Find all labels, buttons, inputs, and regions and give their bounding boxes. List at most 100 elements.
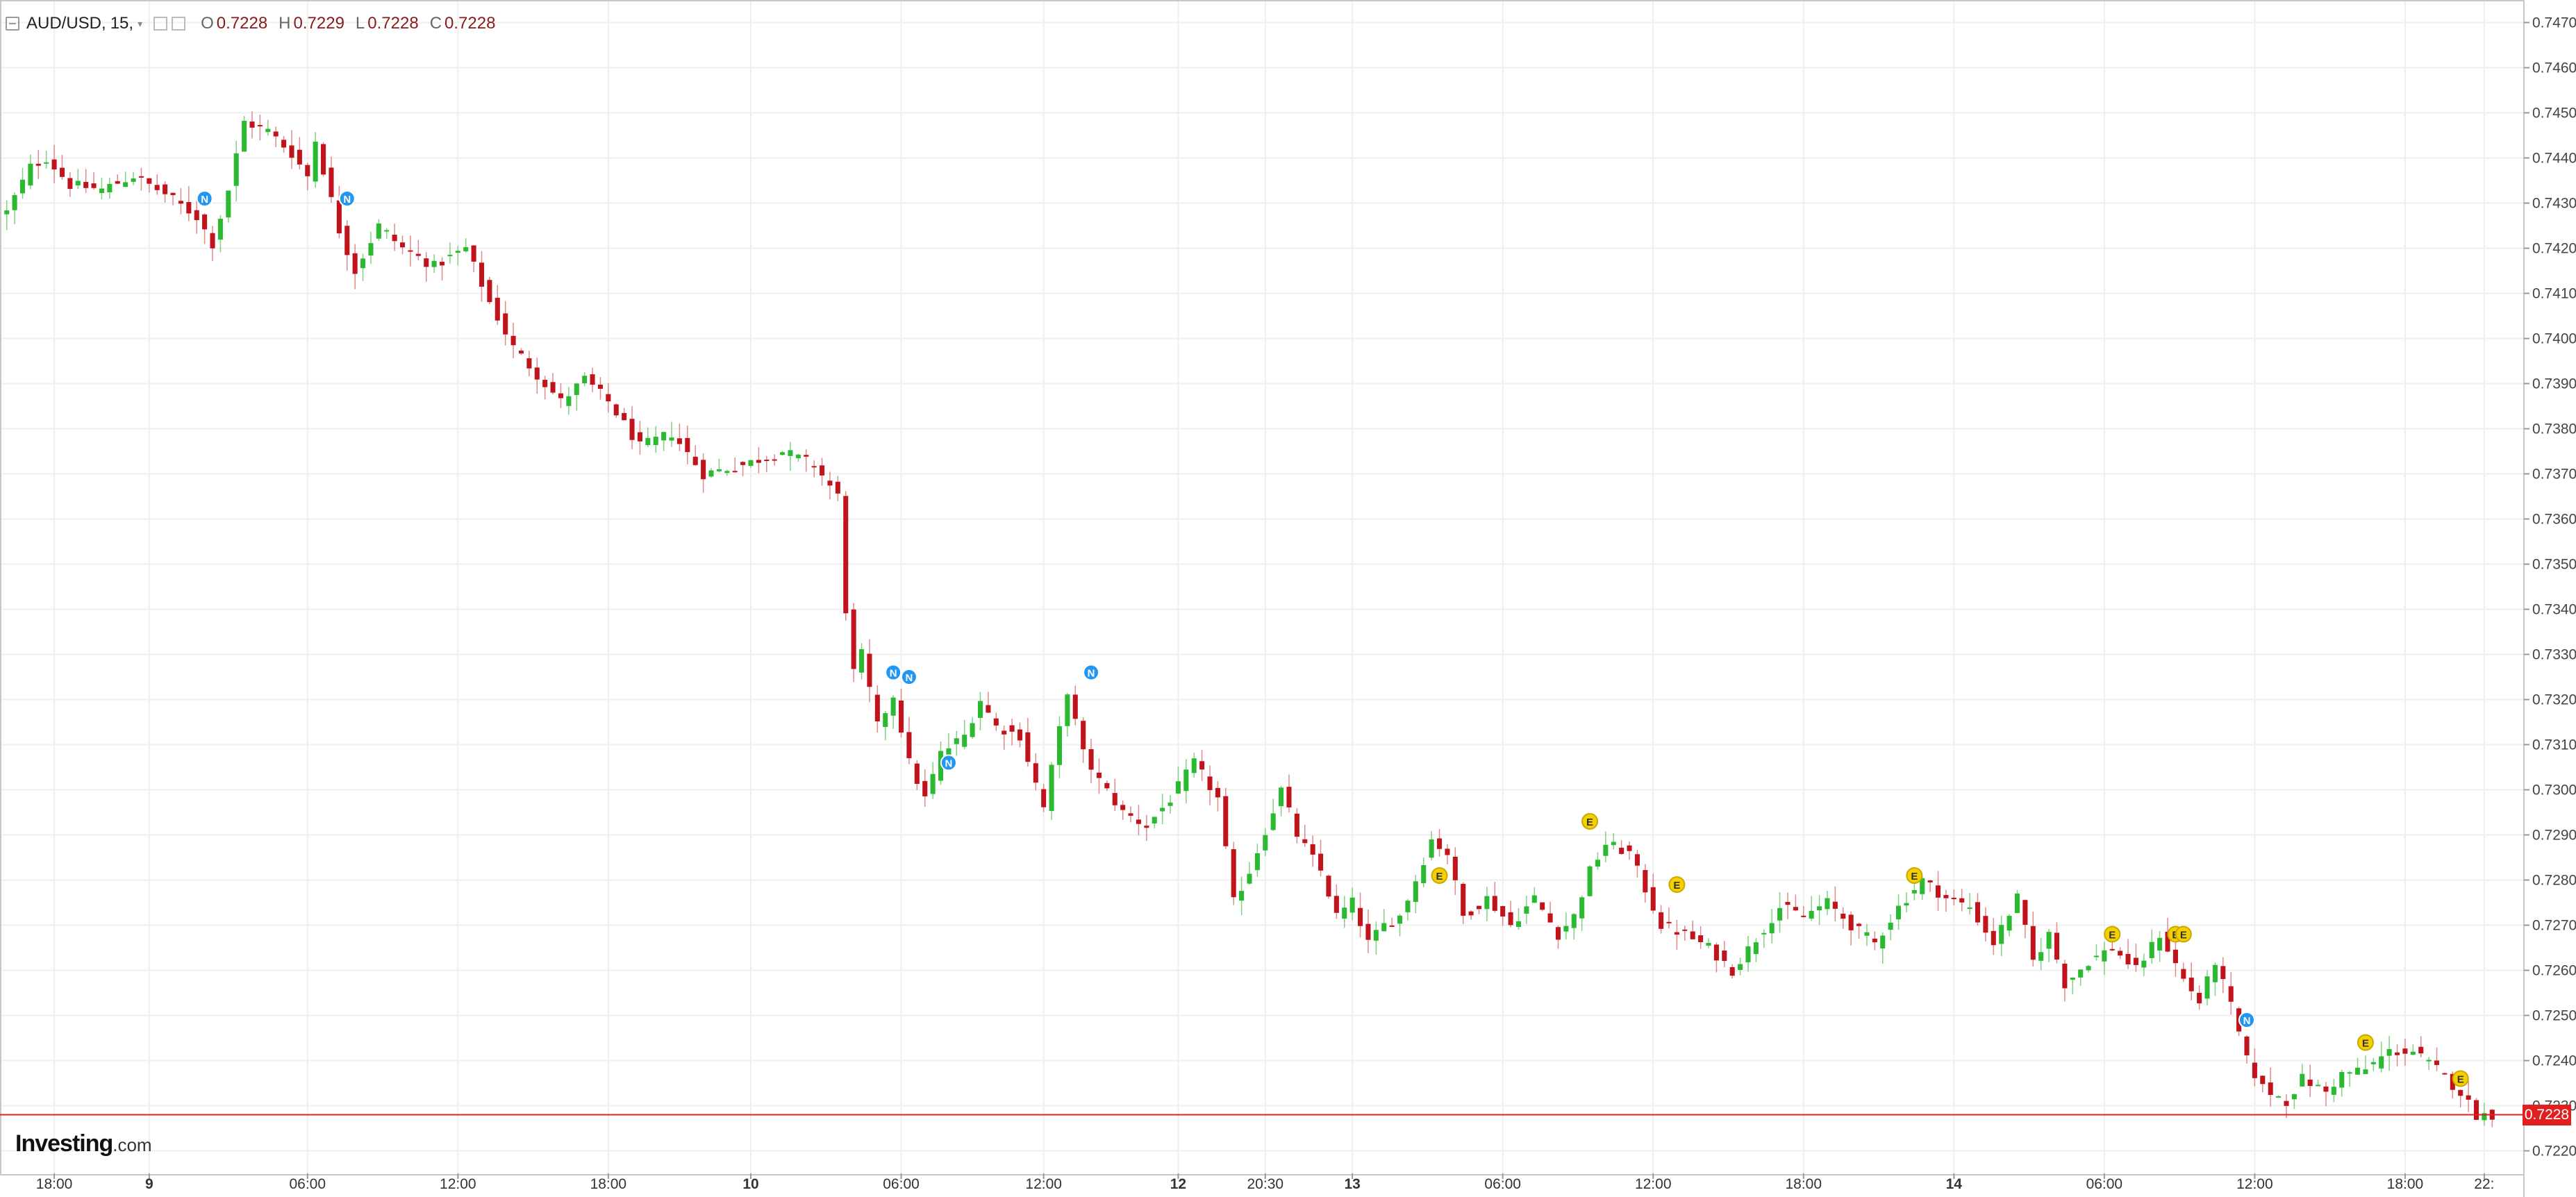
- compare-box-icon[interactable]: [172, 17, 186, 31]
- event-marker-dot[interactable]: [1581, 813, 1599, 830]
- event-marker-dot[interactable]: [1431, 867, 1448, 884]
- event-marker-dot[interactable]: [2452, 1070, 2469, 1087]
- news-marker-dot[interactable]: [196, 190, 213, 207]
- candle-body: [820, 465, 825, 476]
- candle-body: [447, 254, 453, 257]
- candle: [922, 769, 928, 807]
- low-value: 0.7228: [367, 14, 419, 33]
- candle: [764, 455, 770, 473]
- candle: [265, 119, 271, 136]
- price-axis[interactable]: 0.7470 0.7460 0.7450 0.7440 0.7430 0.7420 0.74…: [2524, 15, 2576, 1160]
- candle-body: [336, 200, 342, 234]
- news-marker[interactable]: N: [1083, 664, 1100, 681]
- news-marker[interactable]: N: [2238, 1012, 2255, 1028]
- economic-event-marker[interactable]: E: [2175, 926, 2192, 943]
- news-marker-dot[interactable]: [885, 664, 902, 681]
- candle-body: [1856, 923, 1862, 926]
- candle-body: [1326, 876, 1331, 897]
- y-tick-label: 0.7260: [2532, 963, 2576, 979]
- y-tick-label: 0.7250: [2532, 1008, 2576, 1024]
- candle: [313, 132, 318, 188]
- chevron-down-icon[interactable]: ▾: [138, 17, 143, 29]
- event-marker-dot[interactable]: [1906, 867, 1923, 884]
- economic-event-marker[interactable]: E: [2452, 1070, 2469, 1087]
- candle-body: [2086, 966, 2091, 971]
- candle: [2402, 1038, 2408, 1066]
- y-tick-label: 0.7450: [2532, 106, 2576, 122]
- candle: [804, 449, 809, 472]
- event-markers-layer[interactable]: NNNNNNEEEEEEENEE: [196, 190, 2469, 1087]
- candle: [811, 460, 817, 478]
- candle-body: [2197, 992, 2202, 1004]
- candle-body: [1927, 880, 1933, 882]
- interval-label[interactable]: 15,: [110, 14, 134, 33]
- candle-body: [890, 697, 896, 716]
- news-marker-dot[interactable]: [900, 669, 917, 685]
- marker-letter: E: [1436, 871, 1443, 882]
- economic-event-marker[interactable]: E: [1431, 867, 1448, 884]
- candle: [1056, 716, 1063, 778]
- economic-event-marker[interactable]: E: [2357, 1034, 2374, 1051]
- x-tick-label: 06:00: [2086, 1176, 2123, 1192]
- candle: [2363, 1055, 2368, 1075]
- candle: [1215, 781, 1220, 812]
- candle: [1484, 887, 1490, 922]
- event-marker-dot[interactable]: [2357, 1034, 2374, 1051]
- candle-body: [1690, 931, 1695, 939]
- candle-body: [542, 379, 548, 387]
- grid-vertical: [53, 0, 2485, 1173]
- event-marker-dot[interactable]: [1668, 876, 1686, 893]
- news-marker[interactable]: N: [885, 664, 902, 681]
- candle: [1326, 874, 1331, 899]
- candle-body: [1002, 730, 1007, 735]
- candle: [518, 348, 524, 355]
- news-marker-dot[interactable]: [1083, 664, 1100, 681]
- economic-event-marker[interactable]: E: [2104, 926, 2121, 943]
- news-marker[interactable]: N: [196, 190, 213, 207]
- candle-body: [566, 396, 572, 406]
- candle: [1500, 905, 1506, 926]
- candle: [685, 425, 690, 464]
- news-marker-dot[interactable]: [338, 190, 356, 207]
- candle: [550, 373, 556, 395]
- chart-header: AUD/USD, 15, ▾ O 0.7228 H 0.7229 L 0.7228 C…: [6, 10, 495, 37]
- news-marker-dot[interactable]: [940, 754, 957, 771]
- candle-body: [471, 245, 476, 262]
- candle: [835, 476, 840, 501]
- news-marker[interactable]: N: [900, 669, 917, 685]
- candle: [329, 156, 334, 203]
- candle: [1373, 921, 1379, 955]
- economic-event-marker[interactable]: E: [1581, 813, 1599, 830]
- news-marker[interactable]: N: [940, 754, 957, 771]
- candle-body: [2442, 1073, 2448, 1075]
- candle-body: [977, 701, 983, 719]
- candle-body: [740, 462, 746, 465]
- event-marker-dot[interactable]: [2104, 926, 2121, 943]
- candle-body: [843, 496, 849, 614]
- economic-event-marker[interactable]: E: [1668, 876, 1686, 893]
- collapse-icon[interactable]: [6, 17, 19, 31]
- news-marker-dot[interactable]: [2238, 1012, 2255, 1028]
- candle: [1207, 765, 1213, 805]
- symbol-name[interactable]: AUD/USD,: [26, 14, 106, 33]
- time-axis[interactable]: 18:00 9 06:00 12:00 18:00 10 06:00 12:00 12 20:30…: [36, 1173, 2495, 1192]
- candle-body: [622, 412, 627, 421]
- event-marker-dot[interactable]: [2175, 926, 2192, 943]
- candle-body: [1904, 903, 1909, 906]
- x-tick-label: 12:00: [440, 1176, 476, 1192]
- candle-body: [590, 374, 595, 385]
- candle-body: [685, 437, 690, 453]
- candle-body: [249, 122, 255, 128]
- candle: [2022, 899, 2028, 939]
- candle-body: [1049, 764, 1054, 811]
- economic-event-marker[interactable]: E: [1906, 867, 1923, 884]
- candle: [1856, 922, 1862, 939]
- settings-box-icon[interactable]: [153, 17, 168, 31]
- candle: [1713, 942, 1719, 973]
- candle-body: [1777, 907, 1783, 921]
- news-marker[interactable]: N: [338, 190, 356, 207]
- candle: [1745, 936, 1751, 972]
- x-tick-label: 20:30: [1247, 1176, 1284, 1192]
- candle: [1848, 911, 1854, 946]
